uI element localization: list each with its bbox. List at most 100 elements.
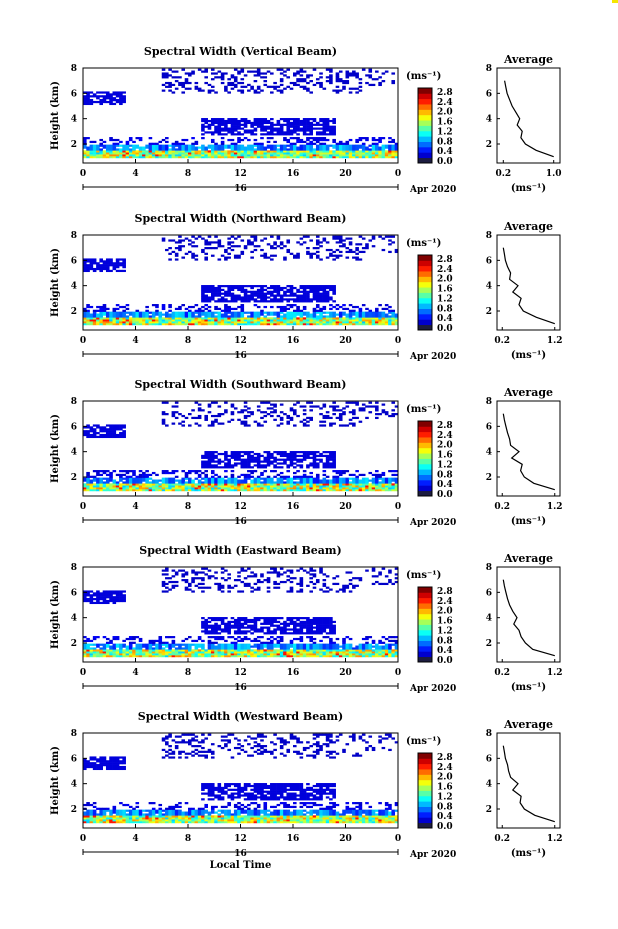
heatmap-cell	[135, 475, 140, 478]
heatmap-cell	[214, 241, 218, 244]
heatmap-cell	[138, 653, 143, 656]
heatmap-cell	[184, 150, 189, 153]
heatmap-cell	[86, 477, 90, 480]
heatmap-cell	[325, 489, 330, 492]
heatmap-cell	[109, 148, 113, 151]
heatmap-cell	[224, 489, 228, 492]
heatmap-cell	[201, 567, 205, 570]
heatmap-cell	[391, 414, 396, 418]
heatmap-cell	[384, 304, 389, 307]
heatmap-cell	[115, 319, 120, 322]
heatmap-cell	[237, 317, 241, 320]
heatmap-cell	[309, 127, 313, 130]
heatmap-cell	[165, 148, 169, 151]
heatmap-cell	[214, 626, 218, 629]
heatmap-cell	[214, 582, 218, 586]
heatmap-cell	[197, 89, 202, 92]
heatmap-cell	[279, 243, 284, 246]
heatmap-cell	[289, 487, 294, 490]
heatmap-cell	[207, 464, 212, 467]
heatmap-cell	[266, 121, 271, 125]
heatmap-cell	[188, 483, 192, 486]
heatmap-cell	[125, 148, 130, 151]
heatmap-cell	[83, 430, 87, 433]
heatmap-cell	[194, 489, 199, 492]
heatmap-cell	[260, 485, 264, 488]
heatmap-cell	[115, 152, 120, 155]
heatmap-cell	[128, 154, 133, 157]
heatmap-cell	[247, 89, 251, 92]
heatmap-cell	[204, 487, 208, 490]
heatmap-cell	[240, 632, 245, 635]
heatmap-cell	[217, 319, 222, 322]
heatmap-cell	[115, 594, 120, 597]
heatmap-cell	[128, 148, 133, 151]
heatmap-cell	[227, 127, 231, 130]
heatmap-cell	[115, 313, 120, 316]
heatmap-cell	[368, 405, 373, 408]
heatmap-cell	[260, 477, 264, 480]
heatmap-cell	[204, 285, 208, 288]
heatmap-cell	[204, 632, 208, 635]
heatmap-cell	[240, 138, 245, 142]
heatmap-cell	[201, 154, 205, 157]
heatmap-cell	[125, 319, 130, 322]
heatmap-cell	[338, 254, 343, 257]
heatmap-cell	[96, 305, 100, 309]
heatmap-cell	[112, 598, 117, 601]
heatmap-cell	[194, 152, 199, 155]
panel-3: Spectral Width (Southward Beam)2468Heigh…	[50, 378, 563, 528]
heatmap-cell	[250, 131, 254, 134]
heatmap-cell	[92, 267, 97, 271]
heatmap-cell	[309, 80, 313, 83]
heatmap-cell	[115, 100, 120, 104]
heatmap-cell	[122, 599, 126, 603]
heatmap-cell	[142, 489, 146, 492]
heatmap-cell	[266, 156, 271, 159]
heatmap-cell	[299, 154, 304, 157]
heatmap-cell	[266, 311, 271, 314]
heatmap-cell	[279, 129, 284, 132]
heatmap-cell	[381, 315, 386, 318]
heatmap-cell	[220, 292, 225, 295]
heatmap-cell	[119, 432, 123, 435]
heatmap-cell	[253, 452, 258, 456]
heatmap-cell	[381, 477, 386, 480]
heatmap-cell	[109, 102, 113, 106]
heatmap-cell	[224, 323, 228, 326]
heatmap-cell	[240, 70, 245, 73]
heatmap-cell	[191, 241, 195, 244]
heatmap-cell	[207, 119, 212, 123]
heatmap-cell	[381, 319, 386, 322]
heatmap-cell	[191, 580, 195, 584]
heatmap-cell	[204, 258, 208, 261]
heatmap-cell	[83, 311, 87, 314]
heatmap-cell	[302, 298, 307, 301]
heatmap-cell	[230, 125, 235, 128]
heatmap-cell	[105, 479, 110, 482]
heatmap-cell	[217, 127, 222, 130]
heatmap-cell	[132, 144, 136, 147]
heatmap-cell	[102, 311, 107, 314]
heatmap-cell	[378, 489, 382, 492]
heatmap-cell	[273, 241, 277, 244]
heatmap-cell	[289, 456, 294, 459]
heatmap-cell	[207, 456, 212, 459]
heatmap-cell	[210, 156, 215, 159]
heatmap-cell	[174, 647, 179, 650]
heatmap-cell	[250, 290, 254, 293]
heatmap-cell	[86, 323, 90, 326]
heatmap-cell	[276, 466, 281, 469]
heatmap-cell	[319, 258, 323, 261]
heatmap-cell	[381, 150, 386, 153]
heatmap-cell	[138, 651, 143, 654]
heatmap-cell	[302, 422, 307, 425]
heatmap-cell	[210, 454, 215, 458]
heatmap-cell	[83, 426, 87, 429]
month-label: Apr 2020	[409, 185, 456, 195]
heatmap-cell	[365, 245, 369, 248]
heatmap-cell	[230, 481, 235, 484]
heatmap-cell	[243, 298, 248, 301]
heatmap-cell	[233, 584, 238, 587]
heatmap-cell	[214, 418, 218, 421]
